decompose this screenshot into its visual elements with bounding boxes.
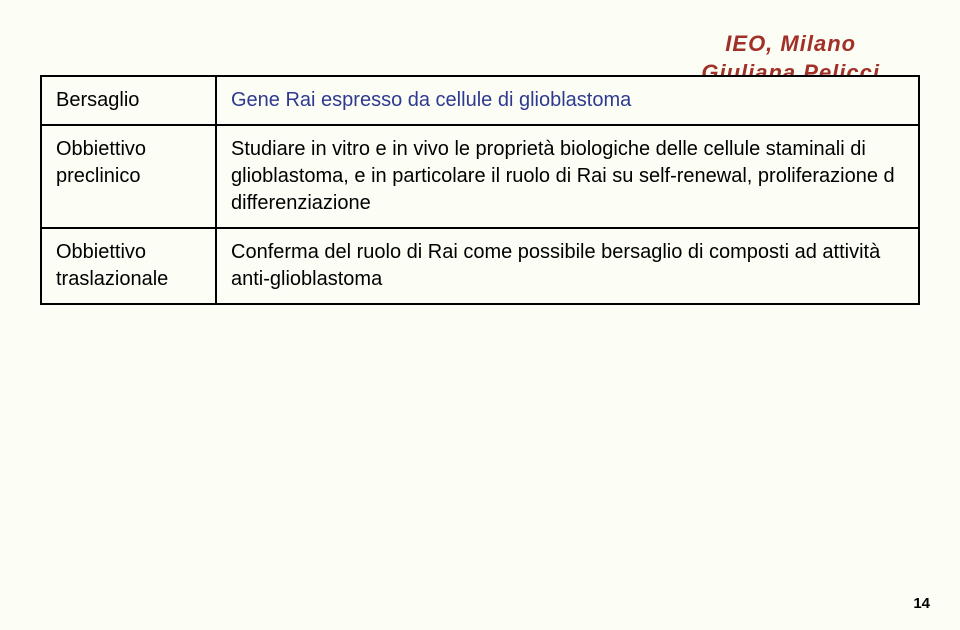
row-value-0: Gene Rai espresso da cellule di glioblas… [216,76,919,125]
content-table: Bersaglio Gene Rai espresso da cellule d… [40,75,920,305]
row-label-0: Bersaglio [41,76,216,125]
page-number: 14 [913,595,930,612]
row-label-2: Obbiettivo traslazionale [41,228,216,304]
row-label-1: Obbiettivo preclinico [41,125,216,228]
row-value-2: Conferma del ruolo di Rai come possibile… [216,228,919,304]
header-line-1: IEO, Milano [701,30,880,59]
table-row: Obbiettivo preclinico Studiare in vitro … [41,125,919,228]
table-row: Obbiettivo traslazionale Conferma del ru… [41,228,919,304]
row-value-1: Studiare in vitro e in vivo le proprietà… [216,125,919,228]
table-row: Bersaglio Gene Rai espresso da cellule d… [41,76,919,125]
